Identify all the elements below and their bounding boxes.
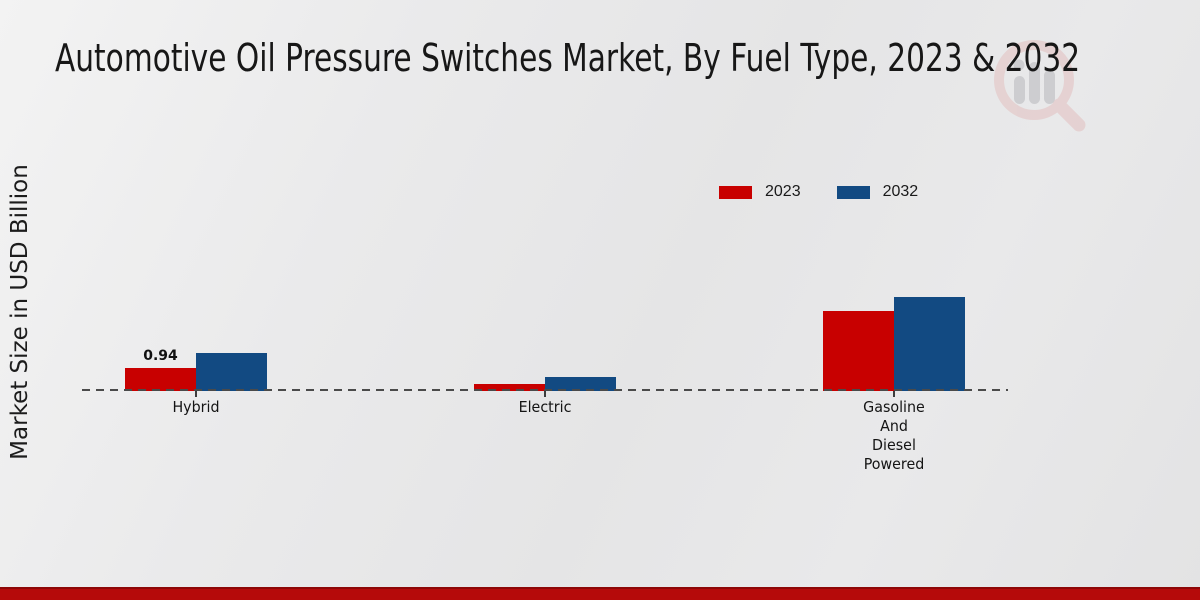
footer-bar [0, 587, 1200, 600]
category-label-hybrid-line1: Hybrid [172, 398, 220, 416]
legend-swatch-2032 [836, 185, 870, 199]
legend-item-2023: 2023 [719, 184, 801, 200]
bar-2023-electric [474, 384, 545, 391]
category-tick-hybrid [195, 391, 197, 397]
legend-item-2032: 2032 [836, 183, 919, 200]
legend: 2023 2032 [719, 184, 918, 200]
category-label-electric-line1: Electric [518, 398, 572, 416]
bar-2032-electric [545, 377, 616, 391]
category-label-gasoline-and-diesel-powered-line3: Diesel [872, 436, 916, 454]
bar-2023-hybrid [125, 368, 196, 391]
category-label-gasoline-and-diesel-powered-line1: Gasoline [863, 398, 925, 416]
bar-2023-gasoline-and-diesel-powered [823, 311, 894, 391]
category-tick-gasoline-and-diesel-powered [893, 391, 895, 397]
legend-label-2032: 2032 [882, 183, 919, 200]
category-label-gasoline-and-diesel-powered-line2: And [880, 417, 908, 435]
value-label-2023-hybrid: 0.94 [143, 348, 178, 364]
category-tick-electric [544, 391, 546, 397]
bar-2032-hybrid [196, 353, 267, 391]
legend-swatch-2023 [719, 185, 752, 199]
category-label-gasoline-and-diesel-powered-line4: Powered [863, 455, 925, 473]
magnifier-bar-chart-logo-icon [994, 40, 1086, 132]
bar-2032-gasoline-and-diesel-powered [894, 297, 965, 391]
legend-label-2023: 2023 [765, 183, 801, 200]
x-axis-baseline [82, 389, 1008, 391]
page-title: Automotive Oil Pressure Switches Market,… [55, 36, 1081, 80]
